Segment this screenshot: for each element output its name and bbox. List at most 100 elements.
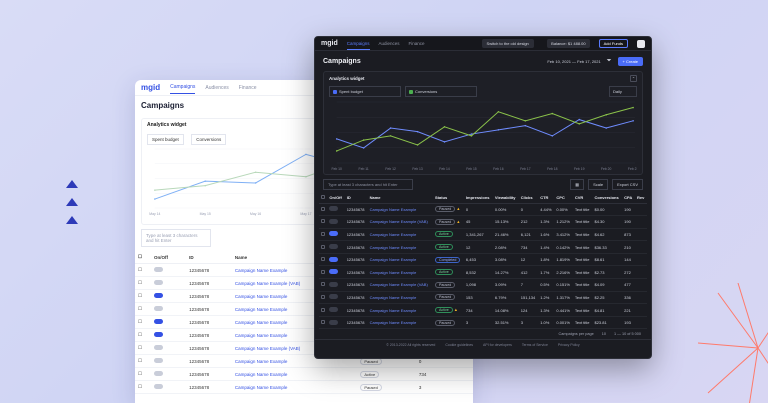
tab-audiences[interactable]: Audiences <box>378 41 400 46</box>
col-id[interactable]: ID <box>344 192 368 204</box>
row-checkbox[interactable] <box>319 215 328 229</box>
row-checkbox[interactable] <box>319 278 328 292</box>
footer-link[interactable]: Terms of Service <box>521 343 548 348</box>
col-status[interactable]: Status <box>433 192 464 204</box>
metric-select-2[interactable]: Conversions <box>405 86 477 97</box>
row-checkbox[interactable]: ☐ <box>135 341 151 355</box>
metric-select-1[interactable]: Spent budget <box>329 86 401 97</box>
row-checkbox[interactable]: ☐ <box>135 263 151 277</box>
onoff-toggle[interactable] <box>154 332 163 337</box>
export-csv-button[interactable]: Export CSV <box>612 179 643 190</box>
campaign-name-link[interactable]: Campaign Name Example (VAB) <box>367 278 434 292</box>
col-id[interactable]: ID <box>186 251 232 264</box>
onoff-toggle[interactable] <box>329 231 339 237</box>
campaign-name-link[interactable]: Campaign Name Example (VAB) <box>367 215 434 229</box>
campaign-name-link[interactable]: Campaign Name Example <box>367 253 434 267</box>
imp-cell: 8,532 <box>463 265 493 280</box>
metric-select-2[interactable]: Conversions <box>191 134 227 145</box>
row-checkbox[interactable]: ☐ <box>135 276 151 290</box>
onoff-toggle[interactable] <box>329 218 339 224</box>
tab-audiences[interactable]: Audiences <box>205 84 229 91</box>
onoff-toggle[interactable] <box>154 384 163 389</box>
campaign-name-link[interactable]: Campaign Name Example <box>367 291 434 305</box>
col-onoff[interactable]: On/Off <box>151 251 187 264</box>
campaign-name-link[interactable]: Campaign Name Example <box>367 316 434 330</box>
date-range-picker[interactable]: Feb 10, 2021 — Feb 17, 2021 <box>547 59 601 64</box>
onoff-toggle[interactable] <box>329 319 339 325</box>
row-checkbox[interactable]: ☐ <box>135 302 151 316</box>
tab-finance[interactable]: Finance <box>238 84 257 91</box>
onoff-toggle[interactable] <box>329 307 339 313</box>
calendar-icon[interactable]: ▦ <box>570 179 585 190</box>
onoff-toggle[interactable] <box>329 269 339 275</box>
campaign-name-link[interactable]: Campaign Name Example <box>231 380 358 394</box>
col-name[interactable]: Name <box>367 192 434 204</box>
decorative-triangle <box>66 198 78 206</box>
tab-campaigns[interactable]: Campaigns <box>170 84 196 94</box>
collapse-icon[interactable]: ⌃ <box>630 75 637 82</box>
col-cpc[interactable]: CPC <box>554 192 573 204</box>
onoff-toggle[interactable] <box>154 358 163 363</box>
row-checkbox[interactable]: ☐ <box>135 380 151 394</box>
col-ctr[interactable]: CTR <box>538 192 555 204</box>
row-checkbox[interactable] <box>319 303 328 317</box>
footer-link[interactable]: Privacy Policy <box>557 343 580 348</box>
col-cvr[interactable]: CVR <box>572 192 593 204</box>
row-checkbox[interactable]: ☐ <box>135 367 151 381</box>
onoff-toggle[interactable] <box>329 256 339 262</box>
row-checkbox[interactable] <box>319 228 328 242</box>
campaign-name-link[interactable]: Campaign Name Example <box>367 228 434 242</box>
avatar[interactable] <box>637 39 645 48</box>
col-conversions[interactable]: Conversions <box>592 192 623 204</box>
metric-select-1[interactable]: Spent budget <box>147 134 184 145</box>
onoff-toggle[interactable] <box>154 319 163 324</box>
col-rev[interactable]: Rev <box>634 192 647 204</box>
scale-button[interactable]: Scale <box>588 179 609 190</box>
footer-link[interactable]: Cookie guidelines <box>445 343 474 348</box>
campaign-name-link[interactable]: Campaign Name Example <box>367 303 434 317</box>
onoff-toggle[interactable] <box>154 371 163 376</box>
filter-icon[interactable]: ⏷ <box>606 58 612 64</box>
onoff-toggle[interactable] <box>329 244 339 250</box>
col-clicks[interactable]: Clicks <box>518 192 539 204</box>
col-cpa[interactable]: CPA <box>622 192 635 204</box>
onoff-toggle[interactable] <box>154 345 163 350</box>
row-checkbox[interactable] <box>319 316 328 330</box>
select-all-checkbox[interactable]: ☐ <box>135 251 151 264</box>
tab-finance[interactable]: Finance <box>408 41 425 46</box>
row-checkbox[interactable] <box>319 291 328 305</box>
create-button[interactable]: + Create <box>617 57 643 66</box>
granularity-select[interactable]: Daily <box>609 86 637 97</box>
add-funds-button[interactable]: Add Funds <box>598 39 628 48</box>
search-input[interactable]: Type at least 3 characters and hit Enter <box>141 229 211 247</box>
row-checkbox[interactable]: ☐ <box>135 328 151 342</box>
row-checkbox[interactable]: ☐ <box>135 354 151 368</box>
campaign-name-link[interactable]: Campaign Name Example <box>367 240 434 254</box>
row-checkbox[interactable] <box>319 253 328 267</box>
campaign-name-link[interactable]: Campaign Name Example <box>231 367 358 381</box>
col-onoff[interactable]: On/Off <box>327 192 345 204</box>
row-checkbox[interactable] <box>319 240 328 254</box>
per-page-select[interactable]: 10 <box>601 332 606 337</box>
switch-old-design-button[interactable]: Switch to the old design <box>481 39 534 48</box>
onoff-toggle[interactable] <box>154 267 163 272</box>
campaign-name-link[interactable]: Campaign Name Example <box>367 265 434 280</box>
campaign-name-link[interactable]: Campaign Name Example <box>367 203 434 217</box>
row-checkbox[interactable]: ☐ <box>135 289 151 303</box>
select-all-checkbox[interactable] <box>319 192 328 204</box>
row-checkbox[interactable]: ☐ <box>135 315 151 329</box>
tab-campaigns[interactable]: Campaigns <box>346 41 370 50</box>
row-checkbox[interactable] <box>319 203 328 217</box>
onoff-toggle[interactable] <box>154 306 163 311</box>
onoff-toggle[interactable] <box>154 280 163 285</box>
row-checkbox[interactable] <box>319 265 328 280</box>
col-impressions[interactable]: Impressions <box>463 192 493 204</box>
onoff-toggle[interactable] <box>329 281 339 287</box>
col-viewability[interactable]: Viewability <box>492 192 519 204</box>
footer-link[interactable]: API for developers <box>483 343 512 348</box>
onoff-toggle[interactable] <box>154 293 163 298</box>
search-input[interactable]: Type at least 3 characters and hit Enter <box>323 179 413 190</box>
onoff-toggle[interactable] <box>329 206 339 212</box>
decorative-triangle <box>66 180 78 188</box>
onoff-toggle[interactable] <box>329 294 339 300</box>
